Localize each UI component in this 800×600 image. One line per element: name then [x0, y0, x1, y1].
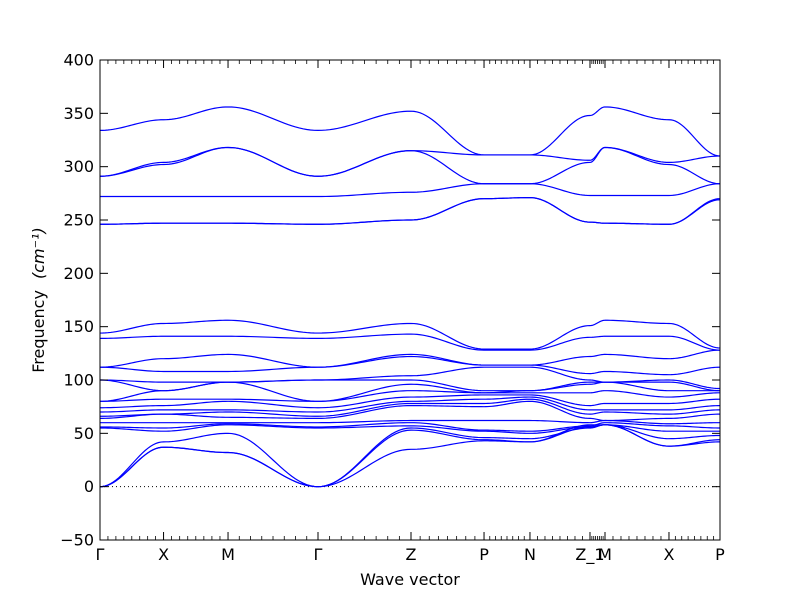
y-tick-label: 250	[63, 211, 94, 230]
band-line-9	[100, 396, 720, 413]
band-line-18	[100, 319, 720, 350]
band-line-6	[100, 419, 720, 425]
y-tick-label: −50	[60, 531, 94, 550]
y-tick-label: 400	[63, 51, 94, 70]
band-line-1	[100, 424, 720, 488]
plot-area	[100, 106, 720, 488]
band-line-12	[100, 381, 720, 402]
x-tick-label: X	[158, 545, 169, 564]
x-tick-label: P	[479, 545, 489, 564]
band-line-24	[100, 106, 720, 157]
band-line-21	[100, 183, 720, 198]
plot-frame	[99, 59, 721, 541]
band-line-4	[100, 424, 720, 434]
band-line-17	[100, 333, 720, 351]
band-line-8	[100, 398, 720, 417]
x-tick-label: X	[663, 545, 674, 564]
x-tick-label: N	[524, 545, 536, 564]
band-line-14	[100, 366, 720, 390]
band-line-3	[100, 424, 720, 488]
y-tick-label: 0	[84, 477, 94, 496]
y-tick-label: 150	[63, 317, 94, 336]
y-tick-label: 350	[63, 104, 94, 123]
y-tick-label: 100	[63, 371, 94, 390]
x-tick-label: Γ	[96, 545, 105, 564]
y-tick-label: 50	[74, 424, 94, 443]
x-tick-label: P	[715, 545, 725, 564]
y-axis-label-text: Frequency	[29, 290, 48, 373]
x-tick-label: M	[221, 545, 235, 564]
band-line-11	[100, 390, 720, 402]
band-line-23	[100, 146, 720, 177]
x-tick-label: Γ	[314, 545, 323, 564]
x-axis-label: Wave vector	[360, 570, 460, 589]
band-line-22	[100, 146, 720, 185]
x-tick-label: Z	[406, 545, 417, 564]
band-line-10	[100, 394, 720, 409]
band-line-16	[100, 349, 720, 368]
band-line-7	[100, 400, 720, 422]
x-tick-label: M	[598, 545, 612, 564]
y-tick-label: 300	[63, 157, 94, 176]
y-axis-label: Frequency (cm⁻¹)	[29, 227, 48, 372]
y-tick-label: 200	[63, 264, 94, 283]
band-line-2	[100, 424, 720, 488]
y-axis-label-unit: (cm⁻¹)	[29, 227, 48, 279]
band-lines	[100, 106, 720, 488]
x-tick-label: Z_1	[575, 545, 604, 565]
band-line-20	[100, 197, 720, 225]
band-line-5	[100, 422, 720, 432]
band-line-15	[100, 355, 720, 376]
